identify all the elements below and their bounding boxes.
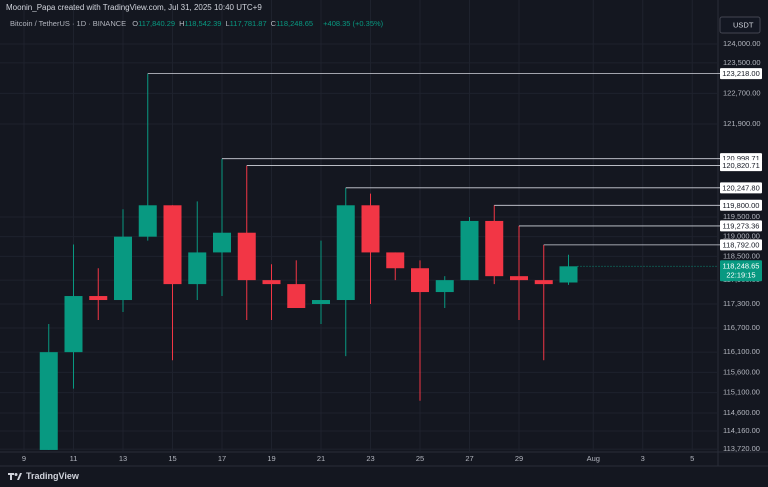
x-tick-label: 25	[416, 454, 424, 463]
candle-body	[114, 236, 132, 301]
candle-body	[64, 296, 83, 353]
candle-body	[361, 205, 380, 253]
candle-body	[411, 268, 429, 293]
ohlc-key: O	[132, 19, 139, 28]
candle-body	[485, 220, 504, 277]
price-label: 120,820.71	[722, 161, 760, 170]
ohlc-value: 117,781.87	[229, 19, 267, 28]
price-label: 119,273.36	[723, 221, 760, 230]
y-tick-label: 122,700.00	[723, 88, 761, 97]
candle-body	[336, 205, 355, 301]
candle-body	[89, 296, 108, 301]
ohlc-value: 118,248.65	[276, 19, 314, 28]
price-label: 119,800.00	[723, 201, 760, 210]
y-tick-label: 123,500.00	[723, 58, 761, 67]
x-tick-label: 3	[641, 454, 645, 463]
x-tick-label: Aug	[587, 454, 600, 463]
price-label: 123,218.00	[722, 69, 760, 78]
countdown: 22:19:15	[726, 270, 755, 279]
y-tick-label: 116,700.00	[723, 323, 760, 332]
y-tick-label: 114,600.00	[723, 408, 760, 417]
x-tick-label: 21	[317, 454, 325, 463]
x-tick-label: 9	[22, 454, 26, 463]
x-tick-label: 5	[690, 454, 694, 463]
y-tick-label: 115,100.00	[723, 388, 760, 397]
y-tick-label: 116,100.00	[723, 347, 760, 356]
price-label: 118,792.00	[723, 240, 760, 249]
y-tick-label: 115,600.00	[723, 367, 760, 376]
candle-body	[188, 252, 207, 285]
candle-body	[559, 266, 578, 283]
brand: TradingView	[26, 471, 79, 481]
ohlc: O117,840.29 H118,542.39 L117,781.87 C118,24…	[132, 19, 317, 28]
footer: TradingView	[8, 471, 79, 481]
price-label: 120,998.71	[722, 154, 760, 163]
candle-body	[138, 205, 157, 237]
x-tick-label: 27	[465, 454, 473, 463]
candle-body	[510, 276, 528, 281]
price-label: 120,247.80	[722, 183, 760, 192]
ohlc-key: C	[270, 19, 277, 28]
candle-body	[287, 284, 306, 309]
x-tick-label: 11	[70, 454, 78, 463]
x-tick-label: 23	[366, 454, 374, 463]
x-tick-label: 29	[515, 454, 523, 463]
price-label-box	[720, 220, 762, 232]
ohlc-value: 118,542.39	[184, 19, 222, 28]
legend-line: Bitcoin / TetherUS · 1D · BINANCE O117,8…	[10, 19, 387, 28]
change: +408.35 (+0.35%)	[323, 19, 384, 28]
x-tick-label: 17	[218, 454, 226, 463]
x-tick-label: 15	[168, 454, 176, 463]
y-tick-label: 117,300.00	[723, 299, 760, 308]
x-tick-label: 13	[119, 454, 127, 463]
candle-body	[534, 280, 553, 285]
symbol: Bitcoin / TetherUS · 1D · BINANCE	[10, 19, 127, 28]
y-tick-label: 118,500.00	[723, 251, 760, 260]
last-price-box	[720, 260, 762, 282]
currency-label: USDT	[733, 20, 754, 29]
y-tick-label: 124,000.00	[723, 39, 761, 48]
candle-body	[386, 252, 405, 269]
candle-body	[163, 205, 182, 285]
candle-body	[460, 220, 479, 281]
y-tick-label: 121,900.00	[723, 119, 761, 128]
ohlc-key: L	[225, 19, 230, 28]
ohlc-key: H	[179, 19, 185, 28]
credit: Moonin_Papa created with TradingView.com…	[6, 3, 262, 12]
candle-body	[213, 232, 231, 253]
currency-button[interactable]	[719, 16, 761, 34]
candle-body	[237, 232, 256, 281]
y-tick-label: 113,720.00	[723, 444, 760, 453]
logo	[8, 472, 22, 480]
candle-body	[435, 280, 454, 293]
candle-body	[262, 280, 281, 285]
price-label-box	[720, 239, 762, 251]
price-label-box	[720, 160, 762, 172]
y-tick-label: 119,000.00	[723, 232, 760, 241]
ohlc-value: 117,840.29	[138, 19, 176, 28]
price-label-box	[720, 182, 762, 194]
y-tick-label: 114,160.00	[723, 426, 760, 435]
y-tick-label: 119,500.00	[723, 212, 760, 221]
candle-body	[312, 300, 330, 305]
x-tick-label: 19	[267, 454, 275, 463]
price-label-box	[720, 199, 762, 211]
candle-body	[39, 352, 58, 450]
price-label-box	[720, 68, 762, 80]
last-price-label: 118,248.65	[723, 261, 760, 270]
